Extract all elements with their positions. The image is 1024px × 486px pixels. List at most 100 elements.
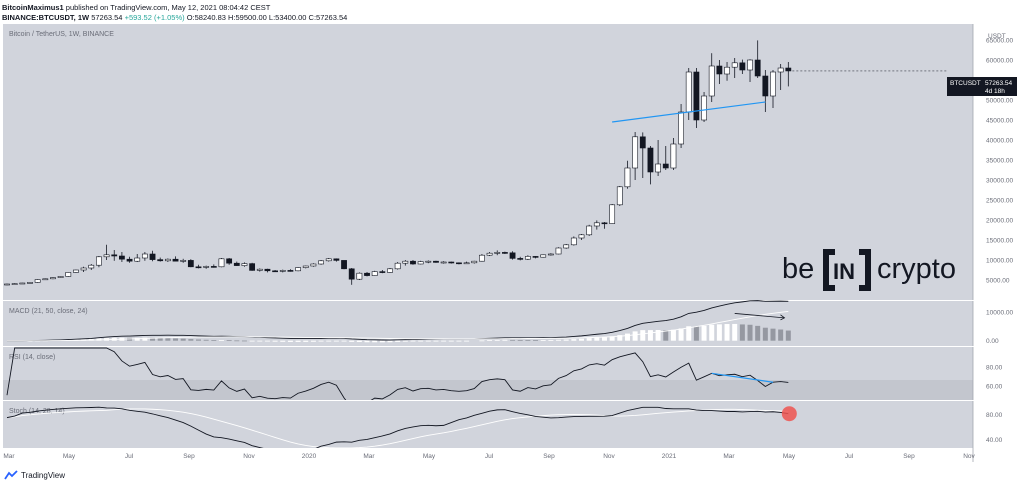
candle-up — [394, 262, 401, 270]
time-axis-label: Sep — [543, 453, 555, 460]
macd-histogram-bar — [303, 340, 309, 342]
macd-histogram-bar — [272, 340, 278, 342]
macd-histogram-bar — [196, 339, 201, 341]
time-axis-label: May — [423, 453, 436, 460]
candle-down — [448, 261, 455, 264]
macd-histogram-bar — [280, 340, 286, 342]
candle-down — [716, 65, 723, 75]
time-axis-label: May — [63, 453, 76, 460]
macd-histogram-bar — [655, 330, 661, 341]
macd-histogram-bar — [724, 324, 730, 341]
macd-histogram-bar — [747, 324, 753, 341]
candle-down — [509, 252, 516, 259]
candle-up — [80, 267, 87, 271]
current-price-tag: BTCUSDT 57263.54 4d 18h — [947, 77, 1017, 96]
stoch-k-line — [6, 406, 789, 448]
stoch-tick-label: 80.00 — [986, 412, 1003, 419]
rsi-tick-label: 80.00 — [986, 364, 1003, 371]
candle-down — [410, 260, 416, 265]
price-tick-label: 65000.00 — [986, 38, 1013, 45]
candle-down — [348, 268, 355, 280]
time-axis-label: Sep — [183, 453, 195, 460]
candle-up — [241, 263, 248, 266]
macd-histogram-bar — [716, 324, 722, 341]
rsi-tick-label: 60.00 — [986, 383, 1003, 390]
macd-histogram-bar — [387, 340, 393, 343]
time-axis-label: Jul — [125, 453, 134, 460]
candle-up — [295, 267, 301, 272]
candle-down — [187, 260, 194, 268]
candle-down — [517, 258, 524, 260]
candle-up — [425, 260, 432, 263]
price-tick-label: 15000.00 — [986, 238, 1013, 245]
stoch-highlight-marker — [781, 406, 797, 422]
macd-histogram-bar — [533, 340, 539, 341]
candle-up — [417, 261, 424, 265]
price-tick-label: 30000.00 — [986, 178, 1013, 185]
candle-down — [662, 163, 669, 169]
macd-histogram-bar — [563, 339, 569, 341]
macd-histogram-bar — [663, 330, 669, 341]
macd-histogram-bar — [234, 340, 240, 342]
macd-histogram-bar — [142, 337, 148, 341]
rsi-label: RSI (14, close) — [9, 354, 55, 361]
macd-histogram-bar — [180, 338, 186, 341]
macd-histogram-bar — [571, 339, 577, 341]
candle-up — [678, 111, 684, 145]
candle-down — [119, 255, 125, 260]
candle-down — [601, 222, 608, 225]
macd-histogram-bar — [464, 340, 470, 342]
candle-down — [364, 272, 370, 276]
macd-histogram-bar — [395, 340, 401, 342]
price-tick-label: 60000.00 — [986, 58, 1013, 65]
candle-up — [708, 65, 715, 97]
beincrypto-watermark: be IN crypto — [782, 249, 956, 291]
candle-down — [501, 252, 508, 254]
watermark-be: be — [782, 253, 814, 285]
candle-down — [739, 62, 746, 71]
macd-histogram-bar — [364, 340, 370, 343]
macd-histogram-bar — [586, 338, 592, 341]
time-axis-label: Nov — [603, 453, 615, 460]
macd-histogram-bar — [165, 338, 171, 341]
candle-up — [524, 256, 531, 260]
price-tick-label: 5000.00 — [986, 278, 1010, 285]
candle-up — [387, 268, 393, 273]
candle-up — [141, 253, 148, 259]
time-axis-label: Jul — [845, 453, 854, 460]
macd-histogram-bar — [609, 336, 615, 341]
candle-up — [494, 252, 501, 254]
symbol-name: BINANCE:BTCUSDT, 1W — [2, 13, 90, 22]
ohlc-high: H:59500.00 — [228, 13, 267, 22]
macd-histogram-bar — [241, 340, 247, 342]
time-axis-label: Mar — [363, 453, 375, 460]
price-tick-label: 20000.00 — [986, 218, 1013, 225]
author-name[interactable]: BitcoinMaximus1 — [2, 3, 64, 12]
macd-histogram-bar — [410, 340, 416, 342]
macd-histogram-bar — [770, 328, 776, 341]
price-tick-label: 40000.00 — [986, 138, 1013, 145]
macd-histogram-bar — [150, 337, 156, 341]
macd-histogram-bar — [632, 331, 638, 341]
candle-down — [249, 263, 256, 271]
candle-up — [670, 143, 677, 169]
candle-up — [486, 252, 493, 256]
candle-up — [279, 270, 286, 272]
stoch-panel[interactable] — [3, 401, 973, 448]
macd-histogram-bar — [310, 340, 316, 342]
candle-up — [325, 258, 332, 262]
macd-histogram-bar — [601, 337, 607, 341]
candle-up — [570, 237, 577, 246]
macd-histogram-bar — [433, 340, 439, 342]
macd-histogram-bar — [318, 340, 324, 342]
price-tick-label: 50000.00 — [986, 98, 1013, 105]
macd-signal-line — [6, 310, 789, 342]
candle-up — [4, 283, 10, 286]
macd-histogram-bar — [264, 340, 270, 342]
candle-down — [785, 67, 792, 72]
candle-up — [609, 204, 616, 224]
chart-title: Bitcoin / TetherUS, 1W, BINANCE — [9, 31, 114, 38]
macd-histogram-bar — [333, 340, 339, 342]
footer-brand[interactable]: TradingView — [21, 470, 66, 480]
